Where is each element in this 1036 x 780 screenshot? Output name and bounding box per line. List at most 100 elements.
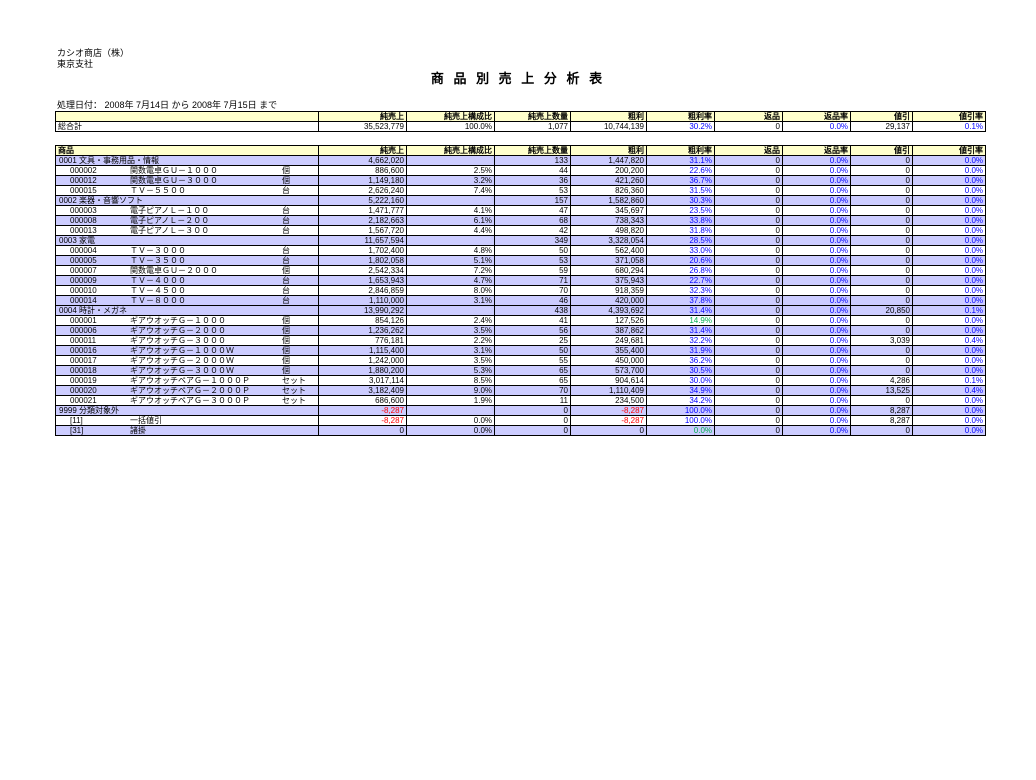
cell-net-sales-ratio: 3.5% (406, 355, 495, 366)
cell-net-sales: 11,657,594 (318, 235, 407, 246)
cell-returns: 0 (714, 375, 783, 386)
company-block: カシオ商店（株） 東京支社 (57, 48, 129, 70)
product-name: 一括値引 (130, 416, 162, 425)
cell-net-sales-quantity: 65 (494, 375, 571, 386)
cell-net-sales-quantity: 438 (494, 305, 571, 316)
cell-discount-rate: 0.0% (912, 325, 986, 336)
cell-gross-profit-rate: 30.2% (646, 121, 715, 132)
company-name: カシオ商店（株） (57, 48, 130, 58)
product-code: 000010 (70, 286, 97, 295)
product-unit: 台 (282, 296, 290, 305)
cell-discount-rate: 0.4% (912, 335, 986, 346)
cell-discount: 0 (850, 205, 913, 216)
item-row: 000011 ギアウオッチＧ－３０００ 個 776,181 2.2% 25 249,681 3… (55, 335, 986, 346)
product-code: 000019 (70, 376, 97, 385)
product-code: 000011 (70, 336, 97, 345)
product-unit: 個 (282, 346, 290, 355)
item-row: [31] 諸掛 0 0.0% 0 0 0.0% 0 0.0% 0 0.0% (55, 425, 986, 436)
cell-net-sales-quantity: 0 (494, 405, 571, 416)
cell-returns: 0 (714, 285, 783, 296)
cell-net-sales-ratio: 3.5% (406, 325, 495, 336)
cell-net-sales: 1,653,943 (318, 275, 407, 286)
product-unit: 台 (282, 256, 290, 265)
column-header-returns-rate: 返品率 (782, 111, 851, 122)
cell-gross-profit-rate: 20.6% (646, 255, 715, 266)
cell-gross-profit: 3,328,054 (570, 235, 647, 246)
product-cell: 000011 ギアウオッチＧ－３０００ 個 (55, 335, 319, 346)
cell-discount: 0 (850, 225, 913, 236)
cell-net-sales: 1,149,180 (318, 175, 407, 186)
cell-returns-rate: 0.0% (782, 365, 851, 376)
product-code: 000016 (70, 346, 97, 355)
cell-gross-profit-rate: 30.0% (646, 375, 715, 386)
cell-discount-rate: 0.0% (912, 165, 986, 176)
cell-discount: 0 (850, 185, 913, 196)
cell-returns-rate: 0.0% (782, 345, 851, 356)
cell-net-sales-quantity: 70 (494, 385, 571, 396)
cell-gross-profit-rate: 34.9% (646, 385, 715, 396)
cell-net-sales-quantity: 157 (494, 195, 571, 206)
product-cell-content: 000015 ＴＶ－５５００ 台 (58, 187, 318, 195)
cell-discount: 0 (850, 295, 913, 306)
product-unit: 台 (282, 276, 290, 285)
branch-name: 東京支社 (57, 59, 94, 69)
cell-discount-rate: 0.0% (912, 425, 986, 436)
product-cell-content: 000013 電子ピアノＬ－３００ 台 (58, 227, 318, 235)
category-label: 0001 文具・事務用品・情報 (55, 155, 319, 166)
cell-net-sales-quantity: 25 (494, 335, 571, 346)
product-code: 000021 (70, 396, 97, 405)
item-row: 000007 関数電卓ＧＵ－２０００ 個 2,542,334 7.2% 59 680,294… (55, 265, 986, 276)
category-row: 0004 時計・メガネ 13,990,292 438 4,393,692 31.4% 0 0… (55, 305, 986, 316)
cell-returns-rate: 0.0% (782, 225, 851, 236)
item-row: 000016 ギアウオッチＧ－１０００Ｗ 個 1,115,400 3.1% 50 355,4… (55, 345, 986, 356)
column-header-gross-profit-rate: 粗利率 (646, 145, 715, 156)
cell-returns: 0 (714, 415, 783, 426)
product-unit: 台 (282, 216, 290, 225)
product-name: ギアウオッチＧ－３０００Ｗ (130, 366, 234, 375)
cell-net-sales-ratio (406, 305, 495, 316)
cell-returns: 0 (714, 175, 783, 186)
cell-net-sales: 13,990,292 (318, 305, 407, 316)
cell-net-sales-quantity: 1,077 (494, 121, 571, 132)
cell-net-sales-ratio: 2.4% (406, 315, 495, 326)
cell-net-sales-quantity: 0 (494, 425, 571, 436)
product-name: ＴＶ－３５００ (130, 256, 186, 265)
product-cell: 000021 ギアウオッチペアＧ－３０００Ｐ セット (55, 395, 319, 406)
product-cell-content: 000017 ギアウオッチＧ－２０００Ｗ 個 (58, 357, 318, 365)
cell-gross-profit-rate: 33.8% (646, 215, 715, 226)
cell-net-sales: 1,802,058 (318, 255, 407, 266)
column-header-gross-profit: 粗利 (570, 111, 647, 122)
product-cell-content: 000011 ギアウオッチＧ－３０００ 個 (58, 336, 318, 345)
cell-gross-profit: 249,681 (570, 335, 647, 346)
cell-returns-rate: 0.0% (782, 245, 851, 256)
cell-net-sales-quantity: 0 (494, 415, 571, 426)
category-label: 9999 分類対象外 (55, 405, 319, 416)
cell-net-sales-quantity: 55 (494, 355, 571, 366)
cell-net-sales: -8,287 (318, 405, 407, 416)
cell-net-sales-ratio: 6.1% (406, 215, 495, 226)
cell-discount-rate: 0.0% (912, 245, 986, 256)
cell-net-sales: 2,182,663 (318, 215, 407, 226)
product-cell: 000013 電子ピアノＬ－３００ 台 (55, 225, 319, 236)
item-row: 000012 関数電卓ＧＵ－３０００ 個 1,149,180 3.2% 36 421,260… (55, 175, 986, 186)
product-analysis-table: 商品 純売上 純売上構成比 純売上数量 粗利 粗利率 返品 返品率 値引 値引率 0001 文具・… (55, 145, 986, 436)
cell-net-sales-ratio (406, 155, 495, 166)
product-unit: セット (282, 396, 306, 405)
cell-discount: 0 (850, 325, 913, 336)
product-unit: 個 (282, 266, 290, 275)
column-header-returns-rate: 返品率 (782, 145, 851, 156)
main-header-row: 商品 純売上 純売上構成比 純売上数量 粗利 粗利率 返品 返品率 値引 値引率 (55, 145, 986, 156)
cell-discount-rate: 0.0% (912, 255, 986, 266)
product-unit: 個 (282, 336, 290, 345)
column-header-net-sales-ratio: 純売上構成比 (406, 145, 495, 156)
product-name: ＴＶ－４５００ (130, 286, 186, 295)
cell-net-sales-ratio: 3.2% (406, 175, 495, 186)
cell-returns-rate: 0.0% (782, 405, 851, 416)
cell-discount: 8,287 (850, 415, 913, 426)
cell-gross-profit: 1,110,409 (570, 385, 647, 396)
product-cell-content: 000006 ギアウオッチＧ－２０００ 個 (58, 327, 318, 335)
product-name: ギアウオッチＧ－３０００ (130, 336, 226, 345)
cell-gross-profit-rate: 31.8% (646, 225, 715, 236)
product-cell: 000012 関数電卓ＧＵ－３０００ 個 (55, 175, 319, 186)
cell-returns-rate: 0.0% (782, 325, 851, 336)
